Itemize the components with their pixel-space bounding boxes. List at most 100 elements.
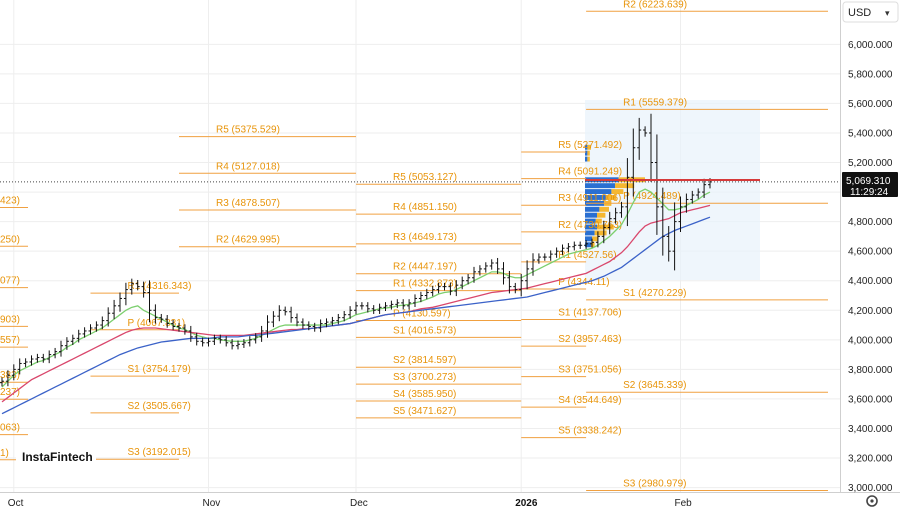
volume-bar-sell <box>599 206 609 212</box>
pivot-label-cut: 383) <box>0 370 20 381</box>
pivot-label: S1 (4137.706) <box>558 307 621 318</box>
grid <box>0 0 840 492</box>
volume-bar-sell <box>595 218 602 224</box>
pivot-label-cut: 077) <box>0 276 20 287</box>
y-tick-label: 4,400.000 <box>848 276 893 287</box>
pivot-label: S5 (3338.242) <box>558 426 621 437</box>
pivot-label: R2 (4730.763) <box>558 220 622 231</box>
pivot-label: R4 (4851.150) <box>393 202 457 213</box>
pivot-label: S5 (3471.627) <box>393 406 456 417</box>
volume-bar-sell <box>591 242 595 248</box>
y-tick-label: 5,800.000 <box>848 69 893 80</box>
pivot-label: R5 (5271.492) <box>558 140 622 151</box>
pivot-label-cut: 237) <box>0 387 20 398</box>
watermark-box: InstaFintech <box>16 444 96 468</box>
pivot-label: P (4130.597) <box>393 309 451 320</box>
moving-average-ma_slow <box>1 216 711 415</box>
currency-selector[interactable]: USD ▾ <box>842 1 899 23</box>
y-tick-label: 5,600.000 <box>848 99 893 110</box>
volume-bar-sell <box>587 150 590 156</box>
gear-icon <box>866 495 878 507</box>
y-tick-label: 3,800.000 <box>848 365 893 376</box>
volume-bar-sell <box>594 230 607 236</box>
x-tick-label: Nov <box>203 498 221 509</box>
pivot-label: S4 (3585.950) <box>393 389 456 400</box>
volume-bar-sell <box>587 144 591 150</box>
y-tick-label: 5,400.000 <box>848 128 893 139</box>
volume-bar-buy <box>585 150 588 156</box>
pivot-label: S3 (3751.056) <box>558 365 621 376</box>
y-tick-label: 4,800.000 <box>848 217 893 228</box>
moving-average-ma_fast <box>1 188 711 388</box>
volume-bar-sell <box>615 183 635 189</box>
current-price-time: 11:29:24 <box>850 187 889 198</box>
pivot-label: R1 (5559.379) <box>623 97 687 108</box>
volume-bar-buy <box>585 218 596 224</box>
pivot-label: R3 (4878.507) <box>216 198 280 209</box>
y-tick-label: 3,400.000 <box>848 424 893 435</box>
pivot-label: S1 (4270.229) <box>623 288 686 299</box>
pivot-label: S1 (3754.179) <box>128 364 191 375</box>
y-tick-label: 3,600.000 <box>848 394 893 405</box>
y-axis[interactable]: 6,000.000 5,800.000 5,600.000 5,400.000 5,20… <box>848 40 893 494</box>
volume-bar-sell <box>587 156 590 162</box>
x-tick-label: Dec <box>350 498 368 509</box>
x-axis[interactable]: Oct Nov Dec 2026 Feb <box>8 498 692 509</box>
volume-bar-buy <box>585 189 612 195</box>
pivot-label: R5 (5375.529) <box>216 125 280 136</box>
currency-label: USD <box>848 7 871 19</box>
pivot-label: R1 (4332.873) <box>393 279 457 290</box>
pivot-label: P (4924.489) <box>623 191 681 202</box>
volume-bar-sell <box>592 236 599 242</box>
pivot-label: S1 (4016.573) <box>393 325 456 336</box>
volume-bar-buy <box>585 144 588 150</box>
volume-bar-buy <box>585 224 597 230</box>
pivot-label: R4 (5091.249) <box>558 167 622 178</box>
pivot-label-cut: 063) <box>0 423 20 434</box>
x-tick-label: 2026 <box>515 498 538 509</box>
pivot-label: R4 (5127.018) <box>216 161 280 172</box>
pivot-label-cut: 250) <box>0 234 20 245</box>
x-tick-label: Oct <box>8 498 24 509</box>
y-tick-label: 3,200.000 <box>848 454 893 465</box>
y-tick-label: 4,600.000 <box>848 247 893 258</box>
x-axis-border <box>0 492 900 493</box>
pivot-label: R1 (4527.56) <box>558 250 616 261</box>
settings-button[interactable] <box>866 495 878 507</box>
volume-bar-sell <box>597 212 606 218</box>
volume-bar-buy <box>585 156 588 162</box>
volume-bar-sell <box>611 189 624 195</box>
moving-averages <box>1 188 711 415</box>
volume-bar-buy <box>585 212 597 218</box>
pivot-label: S2 (3645.339) <box>623 380 686 391</box>
volume-bar-sell <box>606 195 617 200</box>
pivot-label: R3 (4911.006) <box>558 193 621 204</box>
pivot-label: S2 (3957.463) <box>558 334 621 345</box>
pivot-label: S2 (3814.597) <box>393 355 456 366</box>
pivot-label: R5 (5053.127) <box>393 172 457 183</box>
x-tick-label: Feb <box>675 498 693 509</box>
y-tick-label: 5,200.000 <box>848 158 893 169</box>
pivot-label-cut: 903) <box>0 314 20 325</box>
volume-bar-buy <box>585 206 600 212</box>
volume-bar-buy <box>585 242 591 248</box>
pivot-label: S3 (3192.015) <box>128 447 191 458</box>
watermark-text: InstaFintech <box>22 450 93 464</box>
pivot-label: R3 (4649.173) <box>393 232 457 243</box>
pivot-label-cut: 423) <box>0 195 20 206</box>
pivot-label: S3 (3700.273) <box>393 372 456 383</box>
pivot-label: R2 (4629.995) <box>216 235 280 246</box>
current-price-tag: 5,069.310 11:29:24 <box>842 172 898 198</box>
volume-bar-buy <box>585 236 593 242</box>
current-price-value: 5,069.310 <box>846 176 891 187</box>
ohlc-bars <box>0 113 712 387</box>
pivot-label: P (4067.831) <box>128 318 186 329</box>
pivot-label-cut: 1) <box>0 448 9 459</box>
pivot-label: S4 (3544.649) <box>558 395 621 406</box>
pivot-label: R1 (4316.343) <box>128 281 192 292</box>
pivot-levels: R2 (6223.639) R1 (5559.379) P (4924.489) S1… <box>90 0 828 492</box>
y-tick-label: 4,200.000 <box>848 306 893 317</box>
pivot-label: S2 (3505.667) <box>128 401 191 412</box>
pivot-label-cut: 557) <box>0 335 20 346</box>
